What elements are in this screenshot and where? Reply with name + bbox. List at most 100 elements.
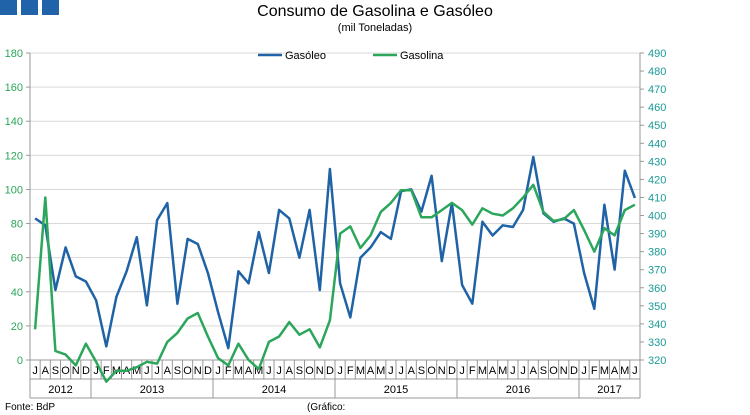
x-axis-month-label: A bbox=[245, 365, 253, 377]
right-axis-tick-label: 490 bbox=[648, 48, 666, 60]
right-axis-tick-label: 420 bbox=[648, 174, 666, 186]
right-axis-tick-label: 460 bbox=[648, 102, 666, 114]
x-axis-month-label: A bbox=[489, 365, 497, 377]
x-axis-month-label: N bbox=[316, 365, 324, 377]
right-axis-tick-label: 340 bbox=[648, 319, 666, 331]
x-axis-month-label: J bbox=[510, 365, 516, 377]
x-axis-month-label: M bbox=[132, 365, 141, 377]
x-axis-month-label: J bbox=[32, 365, 38, 377]
logo-square-2 bbox=[21, 0, 38, 15]
x-axis-year-label: 2012 bbox=[48, 384, 72, 396]
x-axis-month-label: N bbox=[438, 365, 446, 377]
left-axis-tick-label: 40 bbox=[11, 287, 23, 299]
x-axis-month-label: A bbox=[164, 365, 172, 377]
x-axis-month-label: M bbox=[620, 365, 629, 377]
x-axis-month-label: N bbox=[560, 365, 568, 377]
x-axis-month-label: J bbox=[459, 365, 465, 377]
x-axis-month-label: F bbox=[347, 365, 354, 377]
x-axis-month-label: F bbox=[103, 365, 110, 377]
x-axis-month-label: J bbox=[520, 365, 526, 377]
legend-label: Gasóleo bbox=[285, 50, 326, 62]
x-axis-month-label: M bbox=[600, 365, 609, 377]
x-axis-month-label: J bbox=[337, 365, 343, 377]
x-axis-month-label: J bbox=[581, 365, 587, 377]
left-axis-tick-label: 100 bbox=[5, 184, 23, 196]
right-axis-tick-label: 400 bbox=[648, 211, 666, 223]
right-axis-tick-label: 480 bbox=[648, 66, 666, 78]
left-axis-tick-label: 180 bbox=[5, 48, 23, 60]
x-axis-month-label: J bbox=[266, 365, 272, 377]
x-axis-month-label: J bbox=[215, 365, 221, 377]
x-axis-month-label: F bbox=[591, 365, 598, 377]
x-axis-month-label: O bbox=[427, 365, 436, 377]
x-axis-year-label: 2016 bbox=[506, 384, 530, 396]
x-axis-month-label: J bbox=[144, 365, 150, 377]
right-axis-tick-label: 370 bbox=[648, 265, 666, 277]
x-axis-month-label: S bbox=[540, 365, 547, 377]
right-axis-tick-label: 440 bbox=[648, 138, 666, 150]
x-axis-month-label: F bbox=[225, 365, 232, 377]
x-axis-month-label: J bbox=[388, 365, 394, 377]
x-axis-year-label: 2017 bbox=[597, 384, 621, 396]
left-axis-tick-label: 80 bbox=[11, 219, 23, 231]
x-axis-month-label: J bbox=[154, 365, 160, 377]
x-axis-month-label: N bbox=[194, 365, 202, 377]
x-axis-month-label: J bbox=[398, 365, 404, 377]
left-axis-tick-label: 60 bbox=[11, 253, 23, 265]
x-axis-month-label: D bbox=[570, 365, 578, 377]
logo-square-3 bbox=[42, 0, 59, 15]
x-axis-month-label: A bbox=[530, 365, 538, 377]
graph-note: (Gráfico: bbox=[307, 402, 346, 413]
x-axis-month-label: A bbox=[408, 365, 416, 377]
x-axis-month-label: A bbox=[611, 365, 619, 377]
x-axis-month-label: O bbox=[61, 365, 70, 377]
x-axis-month-label: N bbox=[72, 365, 80, 377]
x-axis-month-label: S bbox=[418, 365, 425, 377]
x-axis-month-label: M bbox=[498, 365, 507, 377]
series-line-gas-leo bbox=[34, 155, 637, 350]
x-axis-month-label: D bbox=[448, 365, 456, 377]
right-axis-tick-label: 470 bbox=[648, 84, 666, 96]
right-axis-tick-label: 410 bbox=[648, 192, 666, 204]
x-axis-month-label: J bbox=[276, 365, 282, 377]
x-axis-month-label: D bbox=[326, 365, 334, 377]
logo-square-1 bbox=[0, 0, 17, 15]
x-axis-month-label: M bbox=[356, 365, 365, 377]
x-axis-year-label: 2015 bbox=[384, 384, 408, 396]
x-axis-month-label: S bbox=[296, 365, 303, 377]
legend-label: Gasolina bbox=[400, 50, 444, 62]
right-axis-tick-label: 360 bbox=[648, 283, 666, 295]
x-axis-month-label: A bbox=[286, 365, 294, 377]
left-axis-tick-label: 0 bbox=[17, 355, 23, 367]
left-axis-tick-label: 160 bbox=[5, 82, 23, 94]
right-axis-tick-label: 350 bbox=[648, 301, 666, 313]
x-axis-month-label: O bbox=[183, 365, 192, 377]
right-axis-tick-label: 390 bbox=[648, 229, 666, 241]
x-axis-year-label: 2013 bbox=[140, 384, 164, 396]
series-line-gasolina bbox=[33, 183, 636, 383]
left-axis-tick-label: 20 bbox=[11, 321, 23, 333]
x-axis-month-label: D bbox=[204, 365, 212, 377]
x-axis-month-label: D bbox=[82, 365, 90, 377]
x-axis-month-label: A bbox=[42, 365, 50, 377]
x-axis-month-label: M bbox=[234, 365, 243, 377]
x-axis-month-label: A bbox=[367, 365, 375, 377]
right-axis-tick-label: 430 bbox=[648, 156, 666, 168]
left-axis-tick-label: 140 bbox=[5, 116, 23, 128]
right-axis-tick-label: 330 bbox=[648, 337, 666, 349]
x-axis-month-label: O bbox=[305, 365, 314, 377]
right-axis-tick-label: 320 bbox=[648, 355, 666, 367]
x-axis-month-label: M bbox=[478, 365, 487, 377]
x-axis-year-label: 2014 bbox=[262, 384, 286, 396]
x-axis-month-label: S bbox=[174, 365, 181, 377]
x-axis-month-label: J bbox=[632, 365, 638, 377]
source-note: Fonte: BdP bbox=[5, 402, 56, 413]
x-axis-month-label: F bbox=[469, 365, 476, 377]
brand-logo bbox=[0, 0, 63, 20]
right-axis-tick-label: 450 bbox=[648, 120, 666, 132]
x-axis-month-label: O bbox=[549, 365, 558, 377]
chart-subtitle: (mil Toneladas) bbox=[337, 22, 413, 34]
right-axis-tick-label: 380 bbox=[648, 247, 666, 259]
left-axis-tick-label: 120 bbox=[5, 150, 23, 162]
